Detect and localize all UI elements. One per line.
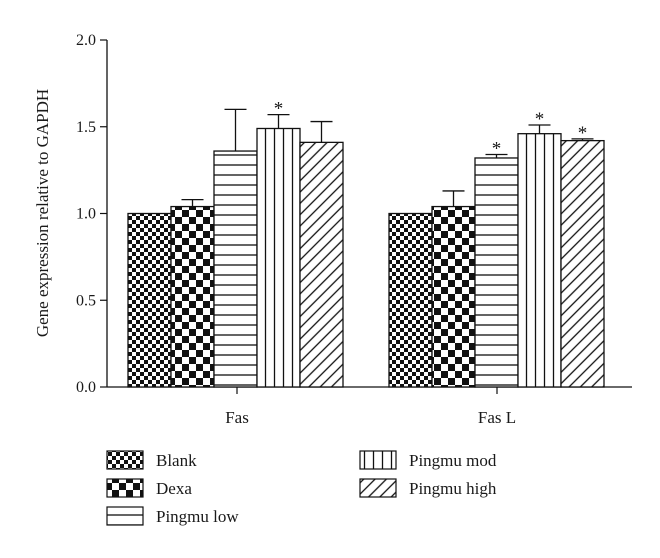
bar-pingmu-mod	[517, 133, 562, 388]
legend-label: Pingmu high	[409, 479, 497, 498]
x-tick-label: Fas	[225, 408, 249, 427]
bar-dexa	[170, 205, 215, 388]
legend-label: Blank	[156, 451, 197, 470]
significance-star: *	[535, 109, 545, 130]
legend-label: Pingmu low	[156, 507, 239, 526]
legend-swatch	[106, 450, 144, 470]
bar-pingmu-high	[560, 139, 605, 388]
y-axis-title: Gene expression relative to GAPDH	[33, 89, 52, 337]
legend: Blank Dexa Pingmu low Pingmu mod Pingmu high	[106, 450, 497, 526]
significance-star: *	[492, 139, 502, 160]
significance-star: *	[578, 123, 588, 144]
y-tick-label: 2.0	[76, 32, 96, 49]
legend-swatch	[359, 478, 397, 498]
bar-blank	[127, 212, 172, 388]
significance-star: *	[274, 99, 284, 120]
legend-swatch	[106, 506, 144, 526]
legend-swatch	[359, 450, 397, 470]
bar-blank	[388, 212, 433, 388]
y-tick-label: 1.0	[76, 206, 96, 223]
x-tick-label: Fas L	[478, 408, 516, 427]
legend-swatch	[106, 478, 144, 498]
bars: * * * *	[127, 99, 605, 388]
bar-pingmu-low	[213, 150, 258, 388]
legend-label: Pingmu mod	[409, 451, 497, 470]
bar-pingmu-mod	[256, 127, 301, 388]
y-tick-label: 0.5	[76, 292, 96, 309]
bar-dexa	[431, 205, 476, 388]
bar-pingmu-low	[474, 157, 519, 388]
legend-label: Dexa	[156, 479, 192, 498]
y-tick-label: 0.0	[76, 379, 96, 396]
y-tick-label: 1.5	[76, 119, 96, 136]
bar-pingmu-high	[299, 141, 344, 388]
